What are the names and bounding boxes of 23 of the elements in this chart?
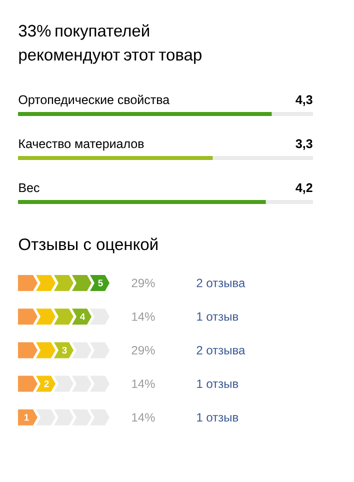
text: 14% bbox=[132, 413, 155, 422]
category-label: Вес bbox=[19, 183, 40, 192]
text: 14% bbox=[132, 312, 155, 321]
text: 29% bbox=[132, 346, 155, 354]
text: 1 отзыв bbox=[197, 380, 238, 388]
text: 2 отзыва bbox=[196, 278, 246, 288]
data-label: 4,2 bbox=[296, 183, 312, 194]
data-label: 4,3 bbox=[296, 95, 312, 106]
text: 14% bbox=[132, 380, 155, 388]
text: 1 отзыв bbox=[197, 312, 238, 321]
category-label: Качество материалов bbox=[19, 139, 144, 151]
text: 1 отзыв bbox=[197, 413, 238, 422]
category-label: 1 bbox=[24, 414, 29, 421]
chart-title: 33% покупателей рекомендуют этот товар bbox=[18, 24, 202, 64]
text: Отзывы с оценкой bbox=[18, 238, 158, 254]
text: 29% bbox=[132, 278, 155, 288]
category-label: 4 bbox=[80, 313, 86, 320]
text: 2 отзыва bbox=[196, 346, 246, 354]
category-label: 2 bbox=[44, 380, 49, 388]
data-label: 3,3 bbox=[296, 139, 312, 150]
category-label: 5 bbox=[98, 280, 103, 286]
category-label: 3 bbox=[62, 346, 67, 354]
category-label: Ортопедические свойства bbox=[18, 94, 170, 107]
